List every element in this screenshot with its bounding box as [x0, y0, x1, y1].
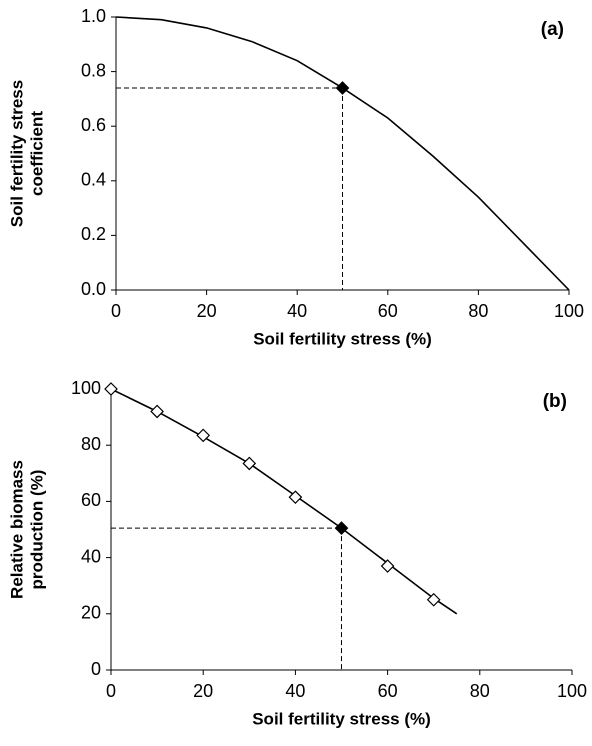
x-tick-label: 60 [378, 681, 398, 701]
marker [288, 490, 303, 505]
y-axis-label: Relative biomass [7, 460, 26, 599]
y-tick-label: 0 [91, 659, 101, 679]
chart: 0 20 40 60 80 100 0 20 40 60 80 100 Soil fertility s… [7, 378, 587, 729]
chart: 0.0 0.2 0.4 0.6 0.8 1.0 0 20 40 60 80 100 Soil ferti… [7, 6, 584, 349]
y-tick-label: 1.0 [81, 6, 106, 26]
x-tick-label: 20 [197, 301, 217, 321]
x-tick-label: 40 [287, 301, 307, 321]
y-tick-label: 0.4 [81, 170, 106, 190]
y-tick-label: 0.0 [81, 279, 106, 299]
x-tick-label: 60 [378, 301, 398, 321]
panel-label: (b) [543, 391, 567, 412]
x-tick-label: 0 [106, 681, 116, 701]
x-axis-label: Soil fertility stress (%) [252, 709, 431, 728]
y-axis-label: coefficient [27, 111, 46, 196]
marker [335, 81, 350, 95]
y-tick-label: 60 [81, 490, 101, 510]
x-axis-label: Soil fertility stress (%) [253, 329, 432, 348]
curve [110, 388, 458, 615]
x-tick-label: 0 [111, 301, 121, 321]
y-tick-label: 0.8 [81, 60, 106, 80]
x-tick-label: 100 [554, 301, 584, 321]
y-tick-label: 0.6 [81, 115, 106, 135]
marker [242, 456, 257, 471]
y-tick-label: 100 [71, 378, 101, 398]
panel-label: (a) [541, 19, 564, 40]
x-tick-label: 20 [193, 681, 213, 701]
marker [104, 382, 118, 396]
y-tick-label: 20 [81, 603, 101, 623]
marker [196, 428, 211, 443]
marker [426, 592, 441, 607]
y-tick-label: 0.2 [81, 224, 106, 244]
x-tick-label: 80 [468, 301, 488, 321]
marker [380, 559, 395, 573]
y-axis-label: Soil fertility stress [7, 80, 26, 227]
y-tick-label: 40 [81, 546, 101, 566]
y-tick-label: 80 [81, 434, 101, 454]
x-tick-label: 100 [557, 681, 587, 701]
y-axis-label: production (%) [27, 470, 46, 590]
x-tick-label: 40 [285, 681, 305, 701]
marker [334, 521, 349, 535]
x-tick-label: 80 [470, 681, 490, 701]
marker [150, 404, 164, 419]
